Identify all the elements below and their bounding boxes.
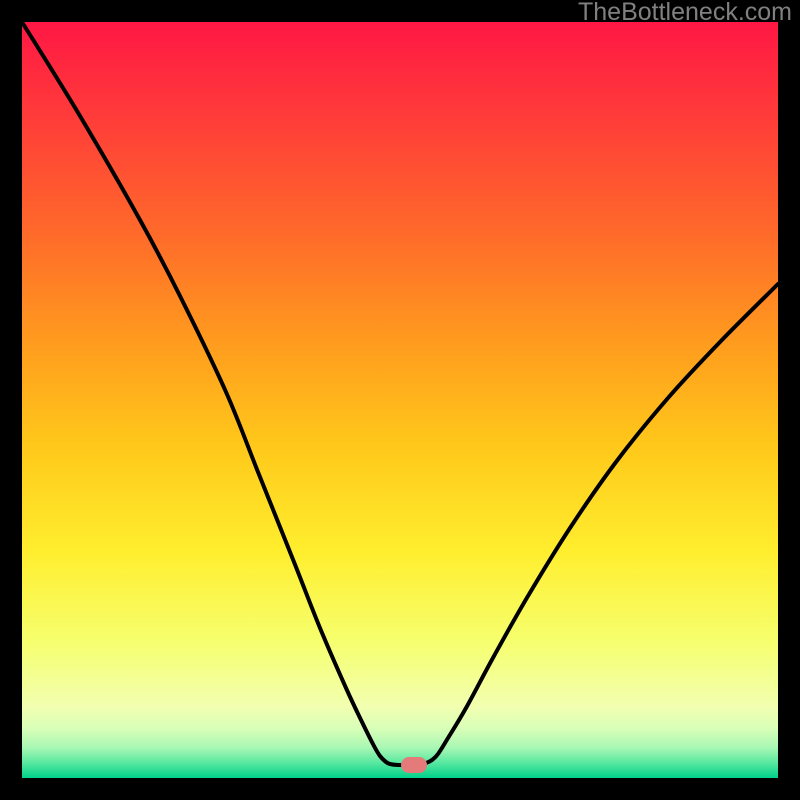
chart: TheBottleneck.com — [0, 0, 800, 800]
watermark-text: TheBottleneck.com — [578, 0, 792, 27]
bottleneck-marker — [401, 757, 427, 773]
chart-gradient-background — [22, 22, 778, 778]
